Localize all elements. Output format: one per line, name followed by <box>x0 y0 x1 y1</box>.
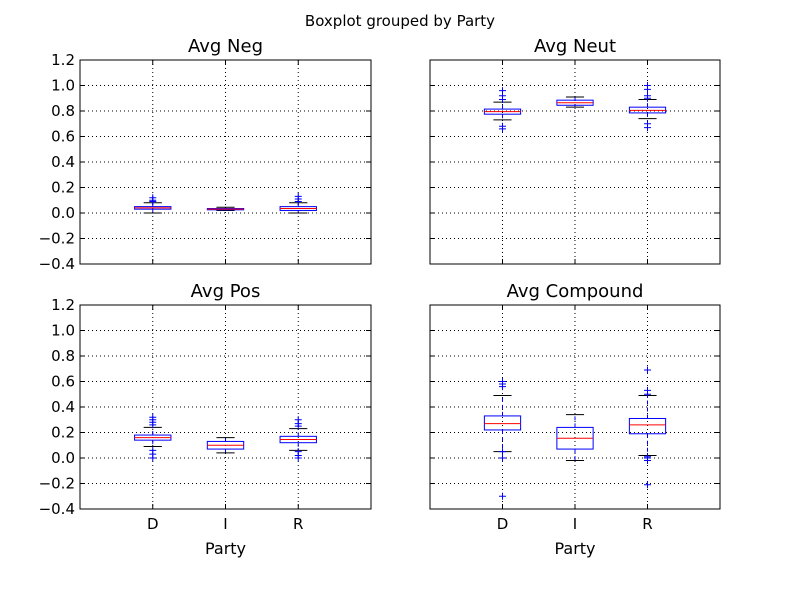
y-tick-label: −0.4 <box>39 500 75 518</box>
box-I <box>206 437 245 454</box>
y-tick-label: 1.0 <box>51 322 75 340</box>
box-iqr <box>628 417 667 435</box>
y-tick-label: −0.2 <box>39 230 75 248</box>
panel-title: Avg Neg <box>188 36 263 57</box>
y-tick-label: 0.8 <box>51 347 75 365</box>
x-tick-label: R <box>642 515 652 533</box>
box-I <box>206 206 245 211</box>
box-iqr <box>483 415 522 431</box>
flier-point <box>644 82 651 89</box>
flier-point <box>499 492 506 500</box>
flier-point <box>644 481 651 489</box>
x-axis-label: Party <box>554 539 595 558</box>
box-D <box>483 87 522 133</box>
box-D <box>134 413 172 462</box>
y-tick-label: 0.4 <box>51 153 75 171</box>
x-tick-label: D <box>497 515 509 533</box>
x-tick-label: I <box>223 515 227 533</box>
y-tick-label: 0.8 <box>51 102 75 120</box>
box-R <box>628 366 667 489</box>
panel-title: Avg Compound <box>507 281 644 302</box>
x-tick-label: D <box>147 515 159 533</box>
y-tick-label: 0.2 <box>51 424 75 442</box>
x-tick-label: R <box>293 515 303 533</box>
y-tick-label: 1.2 <box>51 51 75 69</box>
box-D <box>483 378 522 500</box>
box-R <box>279 416 317 462</box>
flier-point <box>644 366 651 374</box>
x-axis-label: Party <box>205 539 246 558</box>
flier-point <box>499 448 506 456</box>
y-tick-label: 0.0 <box>51 204 75 222</box>
box-D <box>134 194 172 214</box>
y-tick-label: 1.2 <box>51 296 75 314</box>
flier-point <box>149 446 157 454</box>
y-tick-label: 0.6 <box>51 128 75 146</box>
axes-frame <box>79 59 372 265</box>
panel-4: Avg Compound D I R Party <box>429 281 721 558</box>
y-tick-label: 0.6 <box>51 373 75 391</box>
flier-point <box>499 122 506 130</box>
panel-3: Avg Pos −0.4 −0.2 0.0 0.2 0.4 0.6 0.8 1.0 1.2 D I R P… <box>39 281 372 558</box>
flier-point <box>294 416 302 424</box>
box-I <box>556 96 594 108</box>
y-tick-label: 0.4 <box>51 398 75 416</box>
panel-title: Avg Pos <box>191 281 261 302</box>
y-tick-label: −0.2 <box>39 475 75 493</box>
axes-frame <box>429 304 721 510</box>
y-tick-label: 0.0 <box>51 449 75 467</box>
box-R <box>628 82 667 132</box>
flier-point <box>294 448 302 456</box>
flier-point <box>644 386 651 394</box>
axes-frame <box>429 59 721 265</box>
axes-frame <box>79 304 372 510</box>
panel-title: Avg Neut <box>534 36 616 57</box>
figure-suptitle: Boxplot grouped by Party <box>305 12 495 30</box>
flier-point <box>499 454 506 462</box>
y-tick-label: −0.4 <box>39 255 75 273</box>
x-tick-label: I <box>573 515 577 533</box>
flier-point <box>644 453 651 461</box>
box-I <box>556 414 594 462</box>
panel-2: Avg Neut <box>429 36 721 265</box>
flier-point <box>294 192 302 200</box>
flier-point <box>644 120 651 128</box>
flier-point <box>149 413 157 421</box>
flier-point <box>149 194 157 202</box>
flier-point <box>644 92 651 100</box>
box-R <box>279 192 317 214</box>
flier-point <box>499 87 506 95</box>
flier-point <box>499 378 506 385</box>
y-tick-label: 1.0 <box>51 77 75 95</box>
y-tick-label: 0.2 <box>51 179 75 197</box>
panel-1: Avg Neg −0.4 −0.2 0.0 0.2 0.4 0.6 0.8 1.0 1.2 <box>39 36 372 273</box>
panels-layer: Avg Neg−0.4−0.20.00.20.40.60.81.01.2Avg … <box>39 36 721 558</box>
